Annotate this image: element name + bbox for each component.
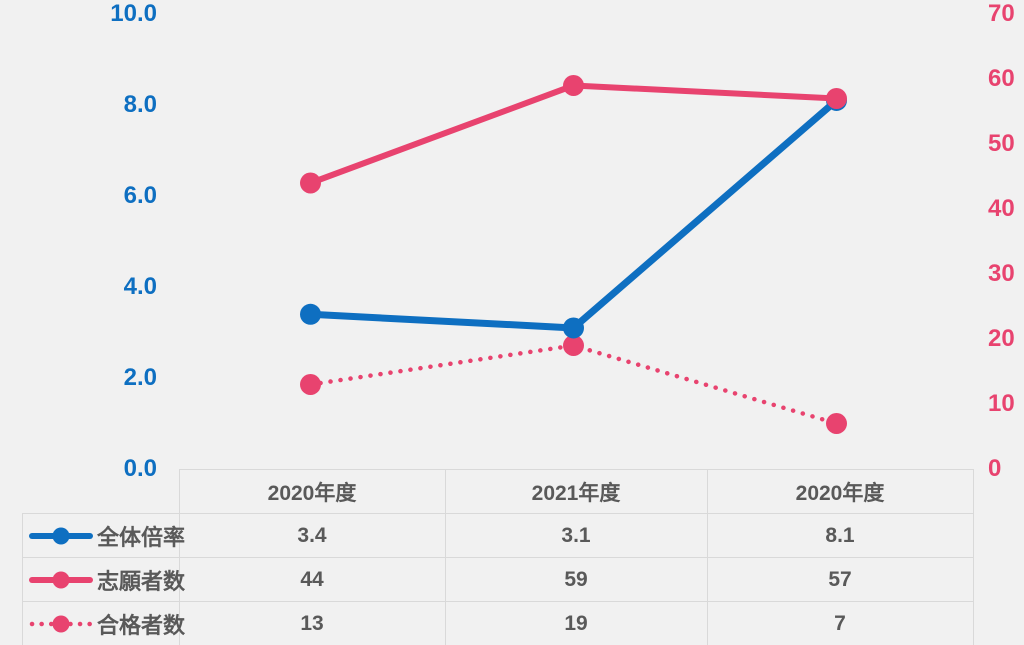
legend-cell-overall-ratio: 全体倍率 xyxy=(22,513,185,558)
left-y-axis: 10.0 8.0 6.0 4.0 2.0 0.0 xyxy=(0,0,157,645)
table-row-applicants: 志願者数 44 59 57 xyxy=(22,557,974,602)
chart-data-table: 2020年度 2021年度 2020年度 全体倍率 3.4 3.1 8.1 志願者数 44 59 5… xyxy=(22,469,974,645)
value-cell-overall-ratio: 3.1 xyxy=(444,513,708,558)
data-point-passers xyxy=(826,413,847,434)
y-tick-right: 50 xyxy=(988,130,1015,157)
y-tick-left: 6.0 xyxy=(123,182,157,209)
table-row-passers: 合格者数 13 19 7 xyxy=(22,601,974,645)
y-tick-right: 20 xyxy=(988,325,1015,352)
y-tick-left: 2.0 xyxy=(123,364,157,391)
legend-entry-overall-ratio: 全体倍率 xyxy=(23,520,185,552)
table-header-row: 2020年度 2021年度 2020年度 xyxy=(23,469,974,514)
y-tick-right: 60 xyxy=(988,65,1015,92)
right-y-axis: 70 60 50 40 30 20 10 0 xyxy=(988,0,1024,645)
series-line-overall-ratio xyxy=(307,96,840,332)
value-cell-passers: 13 xyxy=(178,601,446,645)
data-point-applicants xyxy=(826,88,847,109)
column-header-year: 2021年度 xyxy=(444,469,708,514)
table-corner-cell xyxy=(23,470,180,514)
y-tick-left: 8.0 xyxy=(123,91,157,118)
data-point-passers xyxy=(563,335,584,356)
value-cell-applicants: 59 xyxy=(444,557,708,602)
legend-entry-applicants: 志願者数 xyxy=(23,564,185,596)
y-tick-right: 40 xyxy=(988,195,1015,222)
series-line-passers xyxy=(308,343,839,426)
legend-label-overall-ratio: 全体倍率 xyxy=(97,524,186,550)
legend-entry-passers: 合格者数 xyxy=(23,608,185,640)
legend-label-applicants: 志願者数 xyxy=(97,568,186,594)
data-point-applicants xyxy=(563,75,584,96)
value-cell-applicants: 57 xyxy=(706,557,974,602)
value-cell-applicants: 44 xyxy=(178,557,446,602)
column-header-year: 2020年度 xyxy=(706,469,974,514)
y-tick-right: 70 xyxy=(988,0,1015,27)
value-cell-overall-ratio: 3.4 xyxy=(178,513,446,558)
legend-cell-applicants: 志願者数 xyxy=(22,557,185,602)
y-tick-right: 0 xyxy=(988,455,1002,482)
data-point-overall-ratio xyxy=(300,303,321,325)
legend-marker-applicants-line-icon xyxy=(29,571,93,588)
value-cell-overall-ratio: 8.1 xyxy=(706,513,974,558)
y-tick-left: 4.0 xyxy=(123,273,157,300)
table-row-overall-ratio: 全体倍率 3.4 3.1 8.1 xyxy=(22,513,974,558)
legend-marker-passers-dotted-line-icon xyxy=(29,615,93,632)
value-cell-passers: 7 xyxy=(706,601,974,645)
column-header-year: 2020年度 xyxy=(178,469,446,514)
y-tick-right: 30 xyxy=(988,260,1015,287)
y-tick-left: 10.0 xyxy=(110,0,157,27)
data-point-overall-ratio xyxy=(563,317,584,339)
legend-marker-overall-ratio-line-icon xyxy=(29,527,93,544)
legend-cell-passers: 合格者数 xyxy=(22,601,185,645)
legend-label-passers: 合格者数 xyxy=(97,612,186,638)
data-point-applicants xyxy=(300,172,321,194)
y-tick-left: 0.0 xyxy=(123,455,157,482)
data-point-passers xyxy=(300,374,321,395)
y-tick-right: 10 xyxy=(988,390,1015,417)
value-cell-passers: 19 xyxy=(444,601,708,645)
